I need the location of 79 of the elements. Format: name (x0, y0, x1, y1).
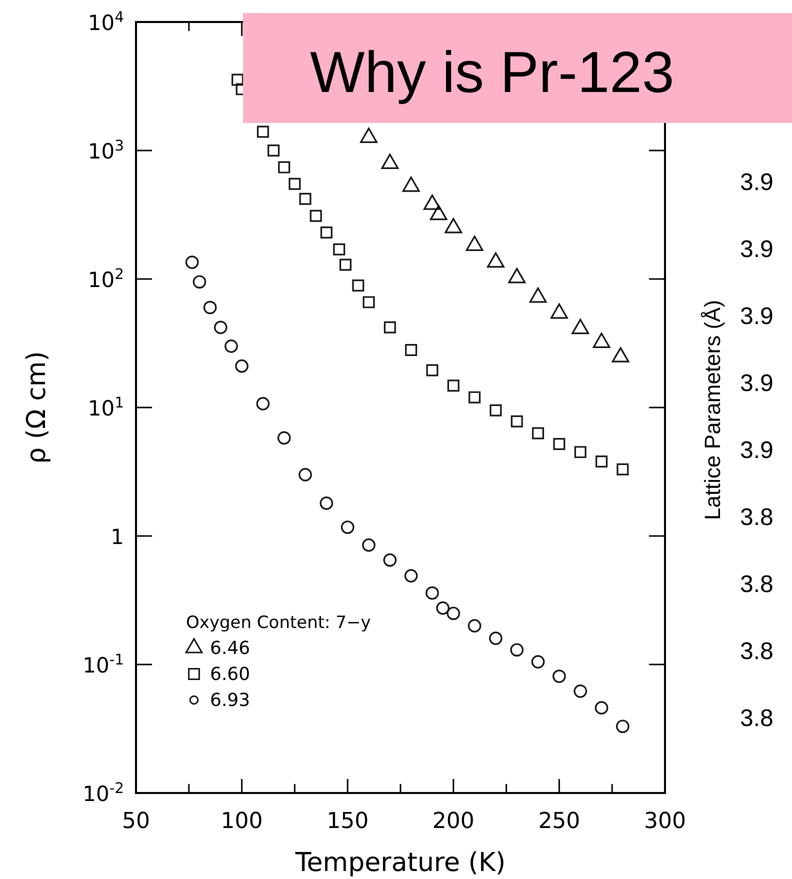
point (468, 619, 482, 632)
point (468, 391, 481, 404)
y-tick-label: 10$^{3}$ (88, 137, 124, 164)
point (256, 397, 270, 410)
text: 3.8 (740, 504, 774, 531)
point (532, 427, 544, 440)
point (288, 178, 301, 190)
y-tick-label: 10$^{-2}$ (82, 780, 124, 806)
point (362, 538, 376, 552)
point (510, 415, 523, 428)
point (235, 359, 248, 373)
y-axis-title: ρ (Ω cm) (22, 351, 52, 464)
x-axis-title: Temperature (K) (294, 848, 506, 878)
point (320, 496, 334, 510)
text: 3.8 (740, 638, 774, 665)
point (553, 438, 566, 450)
point (352, 280, 364, 292)
y-tick-label: 10$^{2}$ (88, 266, 124, 292)
point (436, 601, 450, 615)
point (320, 226, 332, 239)
point (362, 296, 375, 308)
point (268, 144, 280, 156)
point (333, 243, 346, 256)
point (426, 586, 439, 600)
text: 3.9 (740, 437, 774, 464)
y-tick-label: 1 (110, 525, 124, 549)
text: Lattice Parameters (Å) (700, 300, 725, 520)
point (510, 643, 524, 657)
point (490, 404, 502, 416)
text: 3.9 (740, 303, 774, 330)
x-tick-label: 100 (220, 809, 263, 834)
point (404, 569, 418, 582)
point (616, 720, 630, 734)
point (384, 321, 396, 334)
point (340, 520, 354, 534)
point (594, 701, 608, 714)
point (339, 258, 352, 271)
text: 3.9 (740, 370, 774, 397)
point (447, 380, 460, 392)
point (203, 300, 217, 314)
point (446, 606, 460, 620)
point (224, 340, 238, 353)
point (192, 275, 206, 289)
legend-label: 6.60 (210, 664, 250, 685)
point (574, 684, 588, 698)
point (596, 456, 608, 468)
point (489, 632, 502, 645)
text: 3.8 (740, 571, 774, 598)
point (616, 463, 629, 476)
y-tick-label: 10$^{-1}$ (82, 651, 124, 678)
chart-title: Why is Pr-123 (310, 40, 674, 105)
legend-title: Oxygen Content: 7−y (186, 613, 371, 633)
legend-label: 6.93 (210, 690, 250, 711)
point (426, 364, 438, 376)
point (298, 468, 312, 482)
x-tick-label: 300 (644, 809, 686, 834)
point (552, 670, 566, 683)
x-tick-label: 150 (326, 809, 369, 834)
legend-label: 6.46 (210, 638, 250, 659)
point (310, 210, 322, 222)
point (214, 320, 228, 334)
y-tick-label: 10$^{4}$ (88, 8, 124, 35)
point (531, 655, 545, 668)
text: 3.9 (740, 236, 774, 263)
point (232, 74, 244, 86)
text: 3.9 (740, 169, 774, 196)
point (405, 344, 418, 356)
point (383, 553, 397, 567)
text: 3.8 (740, 705, 774, 732)
x-tick-label: 250 (538, 809, 580, 834)
x-tick-label: 50 (122, 809, 150, 834)
point (185, 256, 199, 269)
point (299, 192, 312, 205)
x-tick-label: 200 (432, 809, 474, 834)
y-tick-label: 10$^{1}$ (88, 394, 124, 420)
point (277, 431, 291, 445)
point (574, 446, 586, 458)
point (256, 126, 269, 138)
point (278, 161, 290, 174)
